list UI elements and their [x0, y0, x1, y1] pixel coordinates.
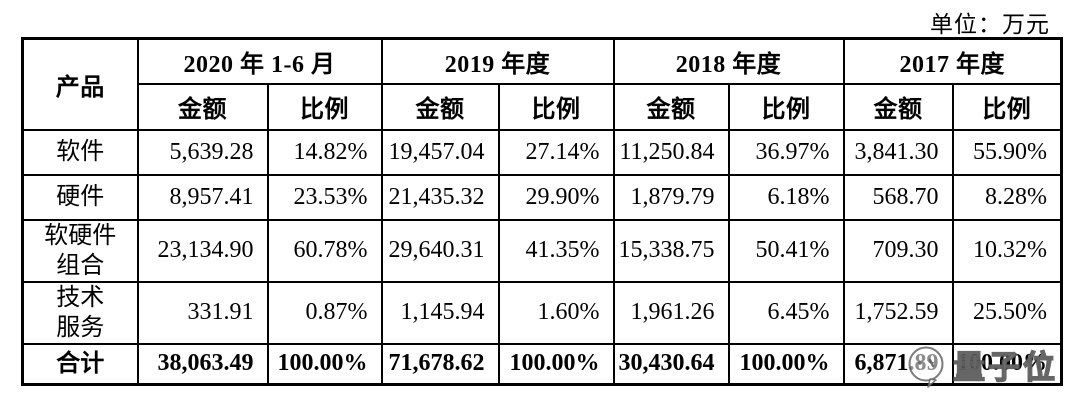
amount-cell: 23,134.90 [136, 218, 269, 283]
table-row-software-hardware-combo: 软硬件 组合 23,134.90 60.78% 29,640.31 41.35%… [21, 218, 1063, 283]
amount-cell: 3,841.30 [842, 128, 954, 176]
ratio-cell: 36.97% [727, 128, 845, 176]
product-cell: 技术 服务 [21, 280, 139, 345]
col-header-ratio: 比例 [951, 82, 1063, 131]
amount-cell: 5,639.28 [136, 128, 269, 176]
col-header-period-2020: 2020 年 1-6 月 [136, 37, 383, 85]
col-header-amount: 金额 [380, 82, 500, 131]
ratio-cell: 55.90% [951, 128, 1063, 176]
col-header-ratio: 比例 [497, 82, 615, 131]
amount-cell: 71,678.62 [380, 342, 500, 386]
amount-cell: 15,338.75 [612, 218, 730, 283]
product-cell: 软件 [21, 128, 139, 176]
table-row-total: 合计 38,063.49 100.00% 71,678.62 100.00% 3… [21, 342, 1063, 386]
ratio-cell: 100.00% [266, 342, 383, 386]
col-header-period-2017: 2017 年度 [842, 37, 1063, 85]
col-header-period-2019: 2019 年度 [380, 37, 615, 85]
ratio-cell: 100.00% [727, 342, 845, 386]
ratio-cell: 1.60% [497, 280, 615, 345]
ratio-cell: 100.00% [951, 342, 1063, 386]
amount-cell: 8,957.41 [136, 173, 269, 221]
table-header: 产品 2020 年 1-6 月 2019 年度 2018 年度 2017 年度 … [21, 37, 1063, 131]
amount-cell: 38,063.49 [136, 342, 269, 386]
subheader-row: 金额 比例 金额 比例 金额 比例 金额 比例 [23, 82, 1063, 131]
amount-cell: 1,752.59 [842, 280, 954, 345]
ratio-cell: 6.45% [727, 280, 845, 345]
col-header-amount: 金额 [612, 82, 730, 131]
col-header-ratio: 比例 [266, 82, 383, 131]
ratio-cell: 100.00% [497, 342, 615, 386]
amount-cell: 1,961.26 [612, 280, 730, 345]
ratio-cell: 0.87% [266, 280, 383, 345]
col-header-ratio: 比例 [727, 82, 845, 131]
amount-cell: 30,430.64 [612, 342, 730, 386]
ratio-cell: 60.78% [266, 218, 383, 283]
ratio-cell: 6.18% [727, 173, 845, 221]
col-header-amount: 金额 [842, 82, 954, 131]
ratio-cell: 14.82% [266, 128, 383, 176]
amount-cell: 331.91 [136, 280, 269, 345]
col-header-product: 产品 [21, 37, 139, 131]
product-cell: 软硬件 组合 [21, 218, 139, 283]
table-row-hardware: 硬件 8,957.41 23.53% 21,435.32 29.90% 1,87… [21, 173, 1063, 221]
ratio-cell: 27.14% [497, 128, 615, 176]
table-row-technical-services: 技术 服务 331.91 0.87% 1,145.94 1.60% 1,961.… [21, 280, 1063, 345]
amount-cell: 6,871.89 [842, 342, 954, 386]
col-header-amount: 金额 [136, 82, 269, 131]
ratio-cell: 50.41% [727, 218, 845, 283]
amount-cell: 1,145.94 [380, 280, 500, 345]
amount-cell: 19,457.04 [380, 128, 500, 176]
ratio-cell: 25.50% [951, 280, 1063, 345]
amount-cell: 709.30 [842, 218, 954, 283]
product-cell: 硬件 [21, 173, 139, 221]
amount-cell: 29,640.31 [380, 218, 500, 283]
ratio-cell: 41.35% [497, 218, 615, 283]
ratio-cell: 10.32% [951, 218, 1063, 283]
period-header-row: 产品 2020 年 1-6 月 2019 年度 2018 年度 2017 年度 [21, 37, 1063, 131]
unit-label: 单位：万元 [930, 12, 1050, 37]
product-cell: 合计 [21, 342, 139, 386]
col-header-period-2018: 2018 年度 [612, 37, 845, 85]
amount-cell: 11,250.84 [612, 128, 730, 176]
ratio-cell: 8.28% [951, 173, 1063, 221]
amount-cell: 21,435.32 [380, 173, 500, 221]
amount-cell: 1,879.79 [612, 173, 730, 221]
ratio-cell: 29.90% [497, 173, 615, 221]
amount-cell: 568.70 [842, 173, 954, 221]
revenue-breakdown-table: 产品 2020 年 1-6 月 2019 年度 2018 年度 2017 年度 … [21, 37, 1063, 386]
ratio-cell: 23.53% [266, 173, 383, 221]
table-row-software: 软件 5,639.28 14.82% 19,457.04 27.14% 11,2… [21, 128, 1063, 176]
